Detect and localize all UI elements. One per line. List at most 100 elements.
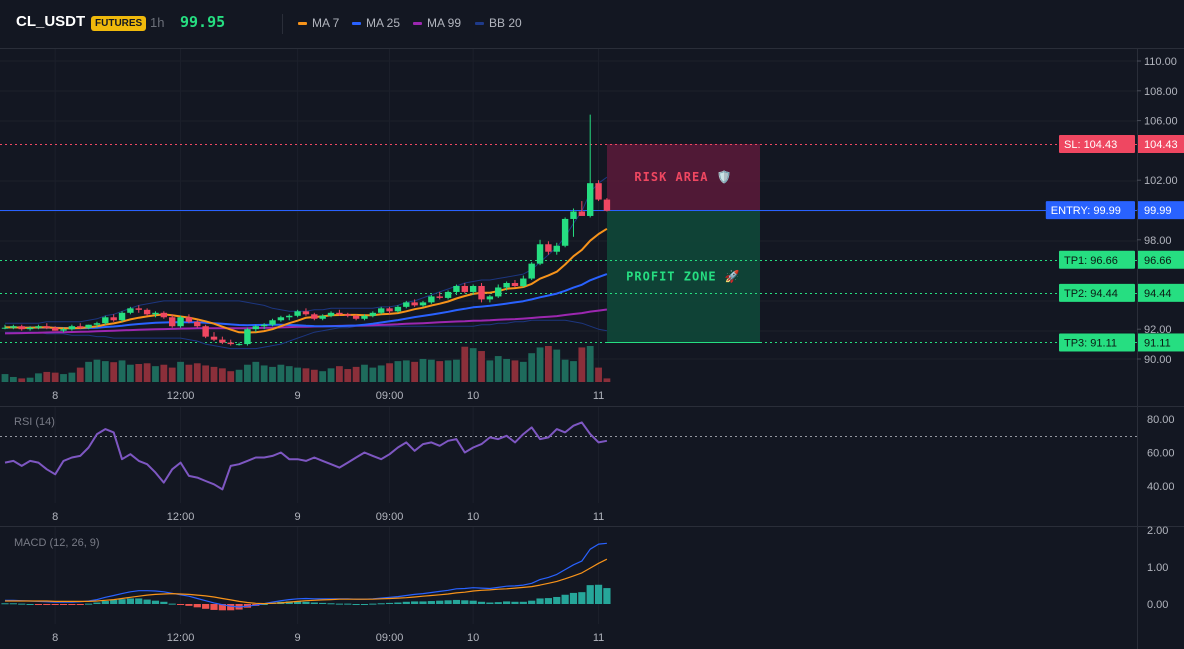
legend-item-ma25[interactable]: MA 25 [352, 16, 400, 30]
candle [286, 314, 293, 321]
candle-body [344, 314, 351, 316]
candle [260, 323, 268, 330]
legend-item-bb20[interactable]: BB 20 [475, 16, 522, 30]
macd-histogram-bar [402, 601, 410, 604]
candle-body [269, 320, 276, 325]
price-tick-label: 98.00 [1144, 235, 1172, 247]
candle [294, 309, 301, 318]
volume-bar [494, 356, 502, 382]
candle [68, 324, 76, 331]
candle-body [553, 245, 560, 252]
macd-histogram-bar [569, 592, 578, 604]
macd-histogram-bar [461, 600, 469, 604]
symbol-name[interactable]: CL_USDT [16, 13, 86, 30]
price-tick-label: 102.00 [1144, 175, 1178, 187]
candle [411, 299, 418, 307]
axis-price-tag [1138, 134, 1184, 153]
candle-body [143, 309, 151, 315]
time-tick-label: 11 [593, 390, 604, 402]
macd-histogram-bar [544, 598, 552, 604]
legend-label: MA 7 [312, 16, 340, 30]
legend-label: BB 20 [489, 16, 522, 30]
macd-tick-label: 0.00 [1147, 599, 1168, 611]
candle-body [1, 327, 9, 329]
candle [235, 342, 243, 346]
price-tick-label: 92.00 [1144, 324, 1172, 336]
axis-price-tag-text: 96.66 [1144, 255, 1172, 267]
candle [102, 315, 109, 325]
macd-histogram-bar [477, 601, 486, 604]
time-tick-label: 9 [295, 511, 301, 523]
candle-body [603, 199, 611, 211]
legend-item-ma7[interactable]: MA 7 [298, 16, 339, 30]
rsi-tick-label: 60.00 [1147, 448, 1175, 460]
candle-body [428, 296, 435, 303]
candle [453, 284, 460, 295]
candle-body [403, 302, 410, 307]
last-price: 99.95 [180, 13, 226, 31]
price-tick-label: 108.00 [1144, 86, 1178, 98]
candle-body [68, 326, 76, 330]
volume-bar [386, 363, 393, 382]
candle-body [294, 311, 301, 316]
macd-histogram-bar [344, 603, 352, 605]
legend-item-ma99[interactable]: MA 99 [413, 16, 461, 30]
header-divider [282, 14, 283, 34]
candle [595, 180, 602, 202]
volume-bar [444, 360, 452, 382]
macd-histogram-bar [377, 603, 385, 605]
candle [269, 318, 276, 327]
candle [311, 312, 318, 321]
macd-histogram-bar [76, 604, 84, 605]
interval-selector[interactable]: 1h [150, 15, 165, 30]
zone-label: RISK AREA 🛡️ [634, 170, 732, 184]
macd-histogram-bar [26, 604, 34, 605]
candle-body [578, 211, 586, 216]
candle-body [202, 326, 209, 337]
volume-bar [260, 365, 268, 382]
macd-histogram-bar [411, 601, 419, 604]
volume-bar [319, 371, 327, 382]
candle [570, 208, 577, 237]
zone-box [607, 143, 760, 211]
volume-bar [394, 361, 402, 382]
candle-body [127, 308, 134, 313]
axis-price-tag-text: 91.11 [1144, 337, 1171, 349]
candle-body [77, 326, 84, 328]
macd-title: MACD (12, 26, 9) [14, 537, 100, 549]
candle-body [369, 312, 377, 316]
macd-histogram-bar [93, 602, 101, 604]
macd-histogram-bar [151, 600, 160, 604]
candle-body [227, 342, 234, 345]
candle-body [135, 308, 142, 310]
volume-bar [168, 367, 176, 382]
price-tick-label: 110.00 [1144, 56, 1177, 68]
candle-body [520, 278, 527, 286]
volume-bar [419, 358, 427, 382]
axis-price-tag [1138, 283, 1184, 302]
macd-histogram-bar [369, 603, 377, 605]
candle-body [378, 308, 385, 313]
macd-histogram-bar [536, 598, 544, 604]
volume-bar [519, 361, 527, 382]
indicator-lines [4, 176, 608, 350]
volume-bar [511, 360, 519, 382]
candle-body [235, 344, 243, 346]
candle [135, 305, 142, 313]
macd-histogram-bar [168, 603, 176, 605]
time-axis-macd: 8 12:00 9 09:00 10 11 [52, 632, 604, 644]
time-tick-label: 09:00 [376, 511, 404, 523]
macd-histogram-bar [85, 603, 93, 605]
trade-zones: RISK AREA 🛡️ PROFIT ZONE 🚀 [607, 143, 760, 343]
macd-histogram-bar [561, 594, 569, 604]
macd-histogram-bar [586, 585, 594, 604]
macd-pane: MACD (12, 26, 9) 2.00 1.00 0.00 [1, 525, 1168, 611]
candle-body [51, 327, 59, 331]
volume-bar [427, 359, 435, 382]
macd-histogram-bar [503, 601, 511, 604]
candle [536, 239, 544, 266]
time-tick-label: 8 [52, 511, 58, 523]
candle-body [419, 302, 427, 306]
rsi-pane: RSI (14) 80.00 60.00 40.00 [0, 414, 1175, 493]
